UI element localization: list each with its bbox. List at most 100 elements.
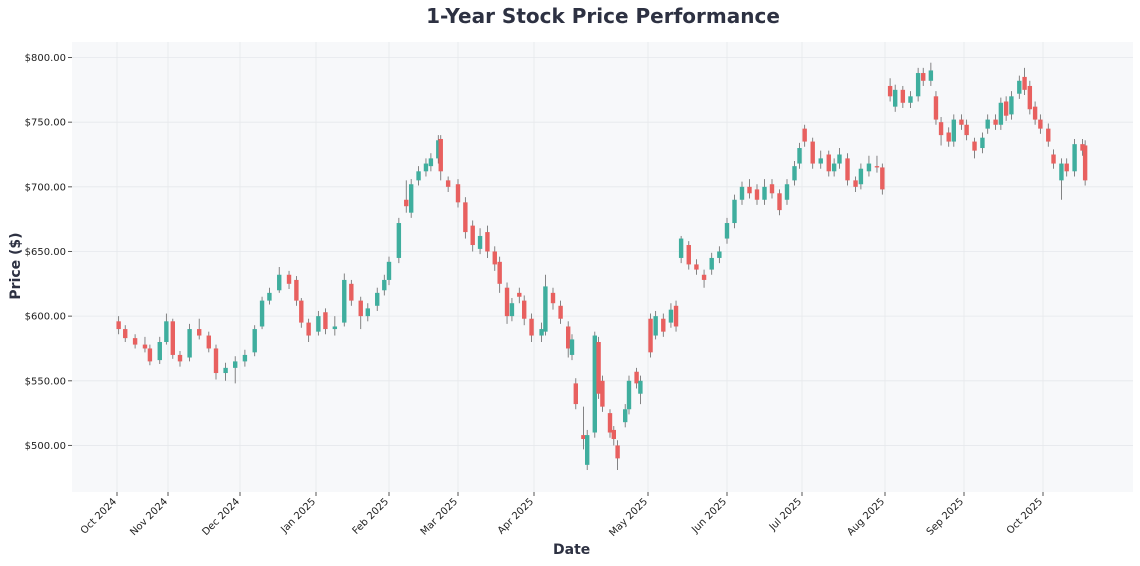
- candle-down: [615, 445, 620, 459]
- candle-down: [600, 380, 605, 407]
- candle-up: [739, 186, 745, 200]
- candle-up: [626, 380, 632, 410]
- candle-up: [342, 279, 347, 323]
- candle-down: [1064, 163, 1069, 172]
- candle-up: [223, 367, 228, 374]
- candle-up: [792, 166, 797, 181]
- candle-up: [242, 354, 248, 362]
- candle-down: [874, 166, 880, 168]
- candle-down: [132, 338, 138, 345]
- candle-down: [581, 435, 586, 439]
- x-tick-label: May 2025: [607, 496, 650, 539]
- candle-down: [661, 318, 666, 332]
- candle-down: [492, 251, 497, 265]
- x-tick-label: Jun 2025: [689, 496, 729, 536]
- candle-up: [252, 329, 257, 353]
- candle-up: [998, 102, 1004, 125]
- candle-down: [404, 199, 409, 207]
- candle-down: [1038, 119, 1043, 129]
- candle-up: [724, 223, 730, 239]
- y-tick-label: $800.00: [25, 53, 66, 64]
- candle-down: [485, 232, 490, 252]
- candle-up: [1059, 163, 1064, 181]
- candle-down: [802, 128, 807, 142]
- x-tick-label: Mar 2025: [419, 496, 460, 537]
- candle-up: [592, 335, 597, 433]
- candle-down: [845, 158, 850, 181]
- candle-down: [694, 264, 699, 270]
- candle-up: [259, 300, 265, 327]
- candle-up: [585, 435, 590, 465]
- candle-up: [233, 361, 238, 368]
- candle-down: [754, 189, 760, 200]
- candle-up: [509, 303, 515, 317]
- candle-up: [709, 257, 714, 270]
- candle-up: [1017, 80, 1022, 94]
- y-tick-label: $700.00: [25, 182, 66, 193]
- candle-up: [543, 286, 548, 332]
- candle-up: [985, 119, 990, 129]
- y-tick-label: $750.00: [25, 118, 66, 129]
- x-tick-label: Apr 2025: [496, 496, 536, 536]
- x-tick-label: Oct 2024: [79, 496, 119, 536]
- candle-up: [837, 154, 842, 164]
- candle-up: [784, 184, 790, 200]
- candle-down: [116, 321, 121, 330]
- candle-down: [323, 312, 328, 330]
- candle-up: [428, 158, 434, 167]
- candle-down: [1080, 144, 1085, 151]
- candle-down: [294, 279, 299, 301]
- candle-up: [316, 316, 321, 332]
- candle-down: [933, 96, 939, 120]
- candle-down: [147, 348, 153, 362]
- candle-down: [611, 429, 616, 439]
- candle-down: [777, 193, 782, 211]
- candle-down: [177, 354, 183, 362]
- candle-up: [408, 184, 414, 213]
- candle-up: [365, 308, 371, 317]
- candle-up: [908, 96, 913, 103]
- candle-down: [470, 225, 475, 246]
- candle-up: [157, 342, 162, 361]
- candle-down: [299, 300, 304, 323]
- candle-down: [993, 119, 998, 125]
- candle-up: [164, 321, 169, 342]
- candle-down: [306, 322, 311, 336]
- candle-down: [1027, 85, 1033, 110]
- x-tick-label: Jan 2025: [278, 496, 318, 536]
- candle-up: [818, 158, 823, 164]
- candle-up: [382, 279, 387, 291]
- candle-up: [638, 380, 643, 394]
- candle-up: [623, 409, 628, 423]
- candle-down: [206, 335, 211, 349]
- candle-down: [648, 318, 653, 353]
- x-tick-label: Sep 2025: [925, 496, 966, 537]
- candle-up: [375, 292, 380, 306]
- candle-down: [701, 274, 707, 280]
- candle-up: [980, 137, 985, 149]
- candle-up: [858, 168, 864, 185]
- candle-down: [521, 300, 527, 319]
- candle-down: [946, 132, 951, 142]
- candle-down: [921, 73, 926, 81]
- candle-down: [142, 344, 148, 349]
- candle-up: [1009, 96, 1014, 115]
- candle-down: [213, 348, 219, 374]
- candle-down: [445, 180, 451, 187]
- candle-up: [277, 274, 282, 291]
- x-tick-label: Nov 2024: [128, 496, 170, 538]
- x-axis-label: Date: [553, 542, 591, 558]
- candle-down: [170, 321, 175, 355]
- candle-down: [573, 383, 578, 405]
- candle-down: [853, 180, 858, 187]
- candle-up: [332, 326, 338, 330]
- x-tick-label: Feb 2025: [351, 496, 392, 537]
- candle-down: [497, 261, 502, 284]
- candle-down: [673, 305, 679, 327]
- candle-up: [386, 261, 392, 280]
- candle-down: [880, 167, 885, 190]
- candle-up: [892, 89, 898, 107]
- candle-down: [529, 318, 534, 336]
- candle-down: [634, 371, 639, 384]
